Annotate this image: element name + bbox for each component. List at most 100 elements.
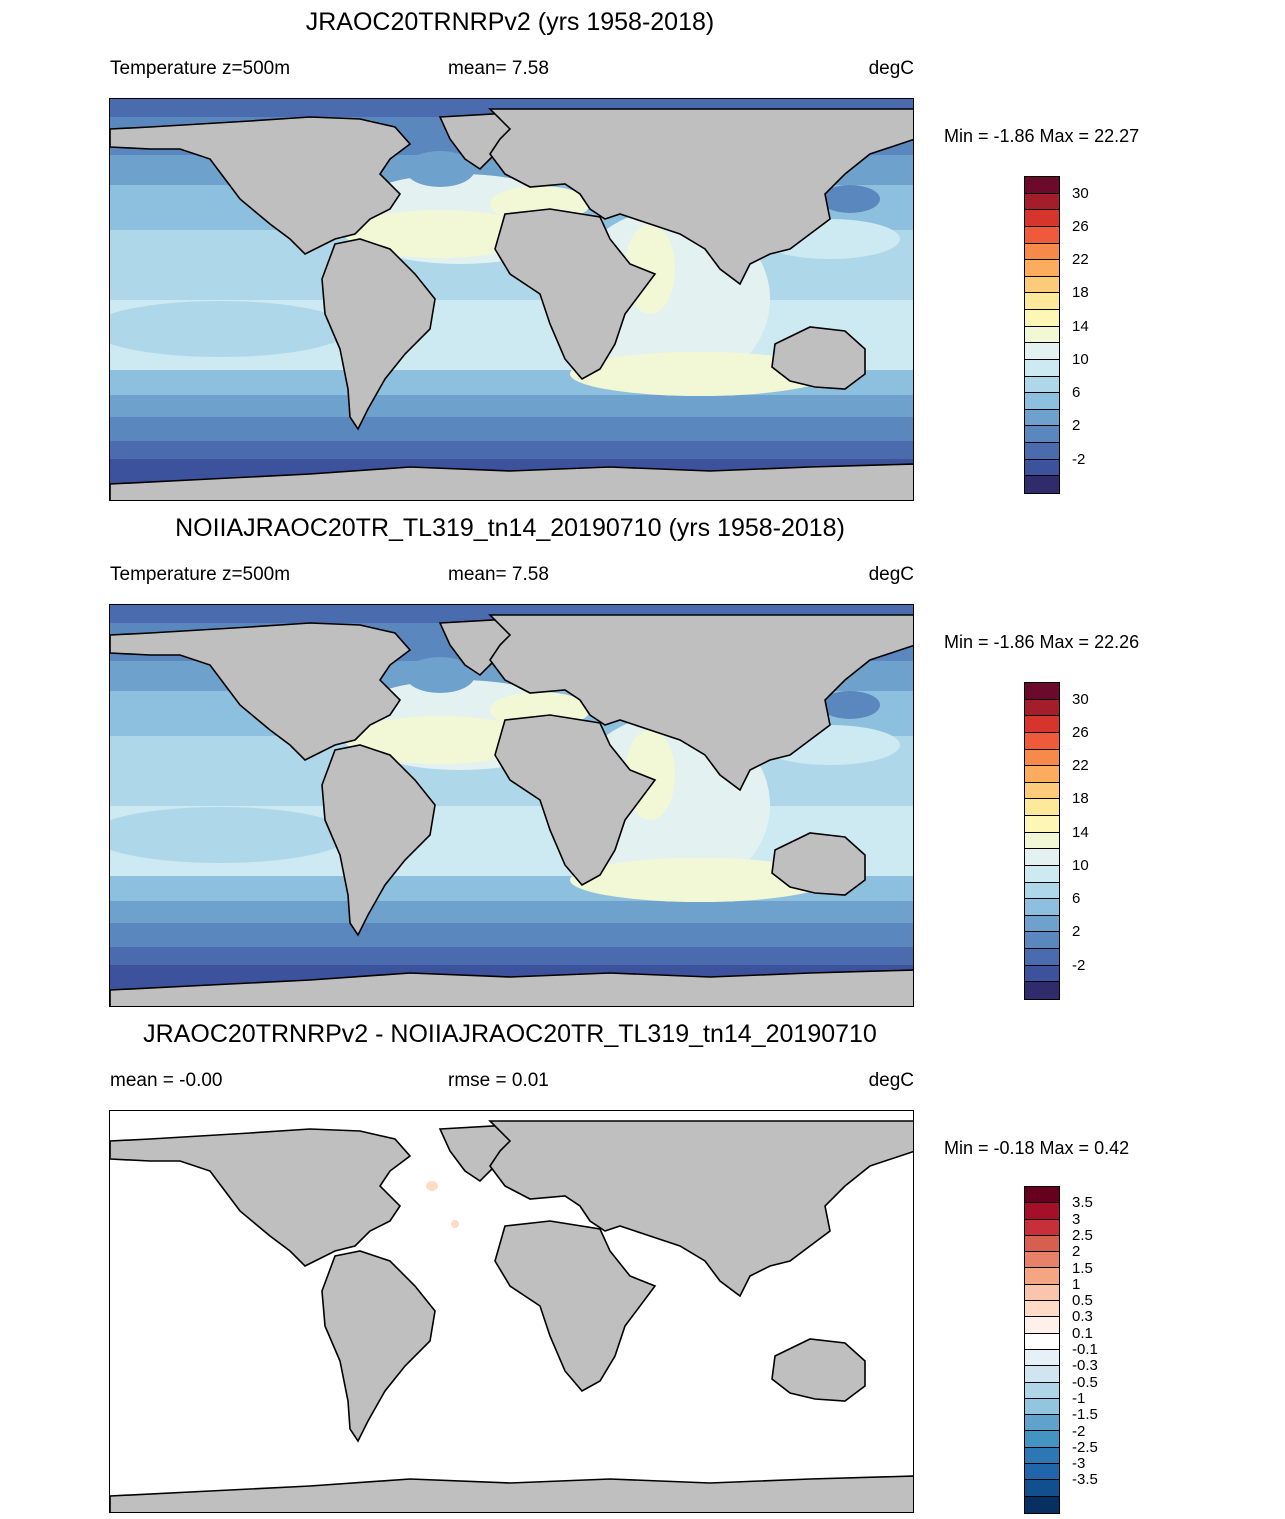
map-svg bbox=[110, 1111, 913, 1512]
colorbar-label: 22 bbox=[1072, 251, 1089, 269]
map-panel-1: JRAOC20TRNRPv2 (yrs 1958-2018) Temperatu… bbox=[0, 0, 1285, 506]
colorbar-label: 2 bbox=[1072, 1243, 1081, 1261]
min-max-label: Min = -1.86 Max = 22.27 bbox=[944, 126, 1140, 146]
colorbar-label: 26 bbox=[1072, 723, 1089, 741]
colorbar-box bbox=[1025, 177, 1059, 194]
rmse-label: rmse = 0.01 bbox=[448, 1070, 549, 1091]
panel-title: JRAOC20TRNRPv2 (yrs 1958-2018) bbox=[305, 8, 715, 36]
world-map bbox=[109, 98, 914, 501]
colorbar-box bbox=[1025, 1268, 1059, 1285]
colorbar-box bbox=[1025, 326, 1059, 344]
colorbar-box bbox=[1025, 1447, 1059, 1465]
colorbar-label: 22 bbox=[1072, 757, 1089, 775]
colorbar-box bbox=[1025, 799, 1059, 816]
colorbar-box bbox=[1025, 716, 1059, 733]
ocean-band bbox=[110, 901, 913, 923]
colorbar-label: 0.5 bbox=[1072, 1292, 1093, 1310]
colorbar-box bbox=[1025, 915, 1059, 933]
ocean-band bbox=[345, 210, 535, 258]
colorbar-label: 0.1 bbox=[1072, 1324, 1093, 1342]
colorbar-box bbox=[1025, 276, 1059, 294]
ocean-band bbox=[405, 151, 475, 187]
colorbar-box bbox=[1025, 949, 1059, 966]
colorbar-box bbox=[1025, 1333, 1059, 1350]
colorbar-label: -1 bbox=[1072, 1389, 1086, 1407]
panel-title: NOIIAJRAOC20TR_TL319_tn14_20190710 (yrs … bbox=[175, 514, 845, 542]
colorbar-box bbox=[1025, 1366, 1059, 1383]
map-panel-2: NOIIAJRAOC20TR_TL319_tn14_20190710 (yrs … bbox=[0, 506, 1285, 1012]
colorbar-box bbox=[1025, 260, 1059, 277]
colorbar bbox=[1024, 176, 1060, 494]
colorbar-box bbox=[1025, 293, 1059, 310]
colorbar-box bbox=[1025, 1415, 1059, 1432]
colorbar-box bbox=[1025, 782, 1059, 800]
colorbar-box bbox=[1025, 1431, 1059, 1448]
colorbar-label: -2.5 bbox=[1072, 1438, 1098, 1456]
variable-label: Temperature z=500m bbox=[110, 58, 291, 79]
map-svg bbox=[110, 99, 913, 500]
colorbar-box bbox=[1025, 1252, 1059, 1269]
ocean-band bbox=[570, 858, 830, 902]
colorbar-box bbox=[1025, 732, 1059, 750]
units-label: degC bbox=[868, 58, 914, 79]
colorbar-label: 10 bbox=[1072, 856, 1089, 874]
colorbar-box bbox=[1025, 965, 1059, 983]
colorbar-label: -3 bbox=[1072, 1455, 1086, 1473]
ocean-band bbox=[345, 716, 535, 764]
colorbar-box bbox=[1025, 932, 1059, 949]
mean-label: mean = -0.00 bbox=[110, 1070, 223, 1091]
colorbar-box bbox=[1025, 226, 1059, 244]
colorbar-box bbox=[1025, 459, 1059, 477]
colorbar-label: 2 bbox=[1072, 417, 1081, 435]
min-max-label: Min = -0.18 Max = 0.42 bbox=[944, 1138, 1130, 1158]
colorbar-box bbox=[1025, 832, 1059, 850]
colorbar-label: 2 bbox=[1072, 923, 1081, 941]
colorbar-label: -2 bbox=[1072, 956, 1086, 974]
colorbar-box bbox=[1025, 343, 1059, 360]
colorbar-box bbox=[1025, 899, 1059, 916]
colorbar-box bbox=[1025, 1398, 1059, 1416]
colorbar-box bbox=[1025, 699, 1059, 717]
units-label: degC bbox=[868, 564, 914, 585]
colorbar-box bbox=[1025, 1317, 1059, 1334]
colorbar-box bbox=[1025, 1382, 1059, 1399]
colorbar-label: 6 bbox=[1072, 890, 1081, 908]
colorbar-box bbox=[1025, 766, 1059, 783]
colorbar-label: 30 bbox=[1072, 184, 1089, 202]
difference-spot bbox=[451, 1220, 459, 1228]
colorbar-label: -2 bbox=[1072, 450, 1086, 468]
colorbar-label: 6 bbox=[1072, 384, 1081, 402]
colorbar-box bbox=[1025, 1496, 1059, 1513]
colorbar-label: 1 bbox=[1072, 1275, 1081, 1293]
ocean-band bbox=[820, 185, 880, 213]
colorbar-label: -0.1 bbox=[1072, 1341, 1098, 1358]
colorbar-box bbox=[1025, 749, 1059, 767]
map-svg bbox=[110, 605, 913, 1006]
world-map bbox=[109, 1110, 914, 1513]
colorbar-box bbox=[1025, 310, 1059, 327]
ocean-band bbox=[110, 923, 913, 947]
colorbar-label: -1.5 bbox=[1072, 1406, 1098, 1424]
colorbar-label: -3.5 bbox=[1072, 1471, 1098, 1489]
colorbar-box bbox=[1025, 882, 1059, 900]
mean-label: mean= 7.58 bbox=[448, 564, 549, 585]
colorbar bbox=[1024, 1186, 1060, 1514]
ocean-band bbox=[405, 657, 475, 693]
colorbar-label: 26 bbox=[1072, 217, 1089, 235]
min-max-label: Min = -1.86 Max = 22.26 bbox=[944, 632, 1140, 652]
colorbar-box bbox=[1025, 1235, 1059, 1253]
colorbar-box bbox=[1025, 210, 1059, 227]
variable-label: Temperature z=500m bbox=[110, 564, 291, 585]
ocean-band bbox=[110, 807, 350, 863]
colorbar-box bbox=[1025, 865, 1059, 883]
colorbar-box bbox=[1025, 359, 1059, 377]
colorbar-box bbox=[1025, 243, 1059, 261]
colorbar-label: 2.5 bbox=[1072, 1226, 1093, 1244]
difference-spot bbox=[426, 1181, 438, 1191]
colorbar-box bbox=[1025, 443, 1059, 460]
ocean-band bbox=[110, 301, 350, 357]
colorbar-box bbox=[1025, 393, 1059, 410]
colorbar-label: 18 bbox=[1072, 284, 1089, 302]
colorbar-box bbox=[1025, 849, 1059, 866]
ocean-band bbox=[820, 691, 880, 719]
